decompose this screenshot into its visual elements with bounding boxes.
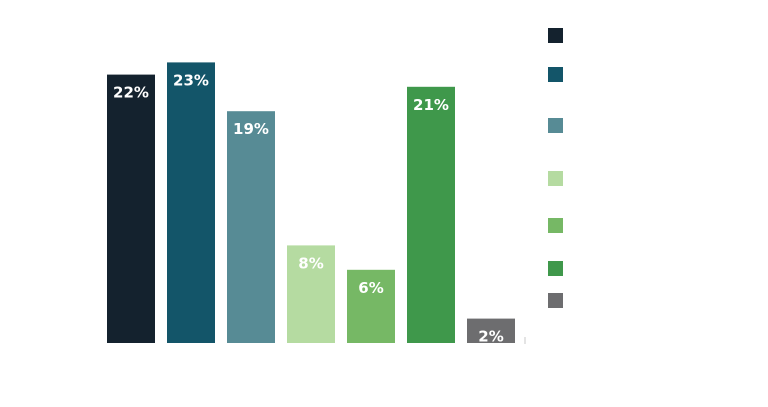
bar-value-label-4: 8% <box>298 254 323 272</box>
bar-value-label-1: 22% <box>113 84 149 102</box>
legend-swatch-1 <box>548 28 563 43</box>
bar-value-label-6: 21% <box>413 96 449 114</box>
bar-7 <box>467 318 515 343</box>
bar-value-label-3: 19% <box>233 120 269 138</box>
legend-swatch-2 <box>548 67 563 82</box>
legend-swatch-6 <box>548 261 563 276</box>
bar-3 <box>227 111 275 343</box>
bar-value-label-7: 2% <box>478 328 503 346</box>
value-labels-group: 22% 23% 19% 8% 6% 21% 2% <box>113 71 504 345</box>
legend-swatch-3 <box>548 118 563 133</box>
bar-value-label-2: 23% <box>173 71 209 89</box>
legend <box>548 28 563 308</box>
bar-2 <box>167 62 215 344</box>
bar-4 <box>287 245 335 343</box>
bars-group <box>107 62 515 344</box>
legend-swatch-5 <box>548 218 563 233</box>
bar-5 <box>347 269 395 343</box>
bar-value-label-5: 6% <box>358 279 383 297</box>
bar-1 <box>107 74 155 343</box>
legend-swatch-7 <box>548 293 563 308</box>
bar-6 <box>407 86 455 344</box>
legend-swatch-4 <box>548 171 563 186</box>
